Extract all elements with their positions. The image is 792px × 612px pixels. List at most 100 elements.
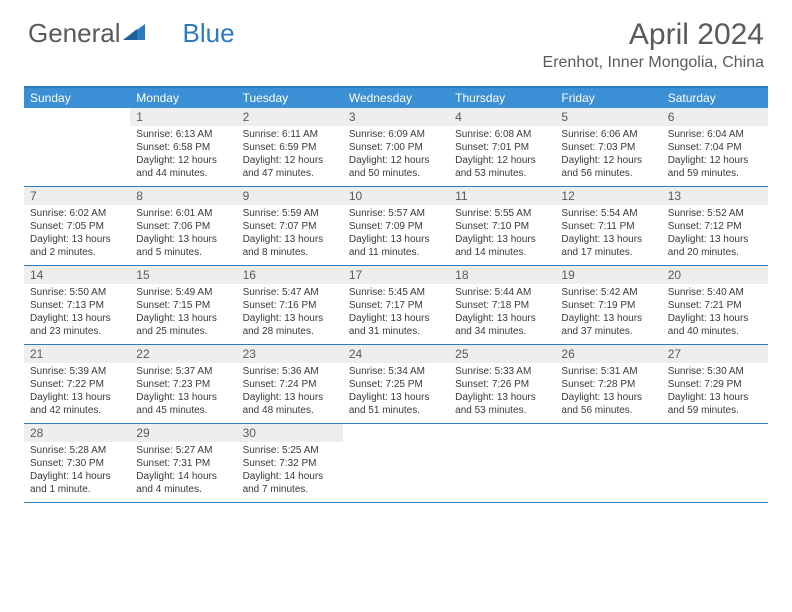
- day-number: 10: [343, 187, 449, 205]
- day-cell: 28Sunrise: 5:28 AMSunset: 7:30 PMDayligh…: [24, 424, 130, 502]
- day-info-line: Sunset: 6:58 PM: [136, 141, 230, 154]
- day-info-line: Sunset: 7:01 PM: [455, 141, 549, 154]
- day-info-line: Daylight: 13 hours and 14 minutes.: [455, 233, 549, 259]
- day-info-line: Sunrise: 5:47 AM: [243, 286, 337, 299]
- day-body: Sunrise: 6:01 AMSunset: 7:06 PMDaylight:…: [130, 205, 236, 263]
- day-info-line: Sunrise: 5:28 AM: [30, 444, 124, 457]
- day-cell: 3Sunrise: 6:09 AMSunset: 7:00 PMDaylight…: [343, 108, 449, 186]
- day-cell: [555, 424, 661, 502]
- day-info-line: Sunrise: 5:45 AM: [349, 286, 443, 299]
- day-number: [662, 424, 768, 442]
- day-number: 21: [24, 345, 130, 363]
- day-info-line: Sunset: 7:28 PM: [561, 378, 655, 391]
- day-info-line: Daylight: 13 hours and 20 minutes.: [668, 233, 762, 259]
- day-info-line: Daylight: 13 hours and 28 minutes.: [243, 312, 337, 338]
- day-info-line: Sunrise: 5:52 AM: [668, 207, 762, 220]
- day-cell: [662, 424, 768, 502]
- day-number: 2: [237, 108, 343, 126]
- weeks-container: 1Sunrise: 6:13 AMSunset: 6:58 PMDaylight…: [24, 108, 768, 503]
- day-number: 3: [343, 108, 449, 126]
- day-body: Sunrise: 5:27 AMSunset: 7:31 PMDaylight:…: [130, 442, 236, 500]
- day-info-line: Sunrise: 5:25 AM: [243, 444, 337, 457]
- day-cell: 5Sunrise: 6:06 AMSunset: 7:03 PMDaylight…: [555, 108, 661, 186]
- day-cell: 4Sunrise: 6:08 AMSunset: 7:01 PMDaylight…: [449, 108, 555, 186]
- day-info-line: Sunrise: 6:11 AM: [243, 128, 337, 141]
- day-info-line: Daylight: 13 hours and 56 minutes.: [561, 391, 655, 417]
- day-number: 7: [24, 187, 130, 205]
- weekday-sunday: Sunday: [24, 88, 130, 108]
- weekday-header-row: SundayMondayTuesdayWednesdayThursdayFrid…: [24, 88, 768, 108]
- day-body: Sunrise: 5:54 AMSunset: 7:11 PMDaylight:…: [555, 205, 661, 263]
- day-number: 8: [130, 187, 236, 205]
- day-info-line: Sunset: 7:00 PM: [349, 141, 443, 154]
- calendar: SundayMondayTuesdayWednesdayThursdayFrid…: [24, 86, 768, 503]
- logo: General Blue: [28, 18, 235, 49]
- day-info-line: Sunset: 7:23 PM: [136, 378, 230, 391]
- day-info-line: Daylight: 12 hours and 44 minutes.: [136, 154, 230, 180]
- day-cell: 12Sunrise: 5:54 AMSunset: 7:11 PMDayligh…: [555, 187, 661, 265]
- day-cell: 18Sunrise: 5:44 AMSunset: 7:18 PMDayligh…: [449, 266, 555, 344]
- day-cell: 22Sunrise: 5:37 AMSunset: 7:23 PMDayligh…: [130, 345, 236, 423]
- day-number: 23: [237, 345, 343, 363]
- day-body: Sunrise: 6:04 AMSunset: 7:04 PMDaylight:…: [662, 126, 768, 184]
- weekday-saturday: Saturday: [662, 88, 768, 108]
- week-row: 7Sunrise: 6:02 AMSunset: 7:05 PMDaylight…: [24, 187, 768, 266]
- day-info-line: Sunrise: 5:36 AM: [243, 365, 337, 378]
- day-body: Sunrise: 5:30 AMSunset: 7:29 PMDaylight:…: [662, 363, 768, 421]
- day-number: 1: [130, 108, 236, 126]
- day-body: [555, 442, 661, 448]
- day-info-line: Daylight: 12 hours and 47 minutes.: [243, 154, 337, 180]
- day-cell: 23Sunrise: 5:36 AMSunset: 7:24 PMDayligh…: [237, 345, 343, 423]
- day-number: 11: [449, 187, 555, 205]
- day-number: 26: [555, 345, 661, 363]
- day-info-line: Daylight: 13 hours and 37 minutes.: [561, 312, 655, 338]
- day-info-line: Sunrise: 5:55 AM: [455, 207, 549, 220]
- day-cell: [24, 108, 130, 186]
- weekday-thursday: Thursday: [449, 88, 555, 108]
- day-number: 18: [449, 266, 555, 284]
- day-body: Sunrise: 5:42 AMSunset: 7:19 PMDaylight:…: [555, 284, 661, 342]
- day-body: Sunrise: 6:06 AMSunset: 7:03 PMDaylight:…: [555, 126, 661, 184]
- day-info-line: Sunset: 7:12 PM: [668, 220, 762, 233]
- day-cell: 20Sunrise: 5:40 AMSunset: 7:21 PMDayligh…: [662, 266, 768, 344]
- title-block: April 2024 Erenhot, Inner Mongolia, Chin…: [543, 18, 764, 72]
- day-info-line: Sunrise: 5:33 AM: [455, 365, 549, 378]
- day-body: Sunrise: 5:55 AMSunset: 7:10 PMDaylight:…: [449, 205, 555, 263]
- location: Erenhot, Inner Mongolia, China: [543, 54, 764, 72]
- day-info-line: Sunrise: 5:42 AM: [561, 286, 655, 299]
- logo-text-blue: Blue: [183, 18, 235, 49]
- day-info-line: Daylight: 13 hours and 5 minutes.: [136, 233, 230, 259]
- day-number: 25: [449, 345, 555, 363]
- day-info-line: Sunrise: 5:31 AM: [561, 365, 655, 378]
- day-info-line: Sunset: 7:18 PM: [455, 299, 549, 312]
- week-row: 14Sunrise: 5:50 AMSunset: 7:13 PMDayligh…: [24, 266, 768, 345]
- day-info-line: Sunset: 7:29 PM: [668, 378, 762, 391]
- day-cell: 8Sunrise: 6:01 AMSunset: 7:06 PMDaylight…: [130, 187, 236, 265]
- day-info-line: Sunset: 7:32 PM: [243, 457, 337, 470]
- day-body: Sunrise: 5:44 AMSunset: 7:18 PMDaylight:…: [449, 284, 555, 342]
- day-info-line: Daylight: 12 hours and 56 minutes.: [561, 154, 655, 180]
- day-info-line: Daylight: 13 hours and 40 minutes.: [668, 312, 762, 338]
- day-info-line: Sunset: 7:21 PM: [668, 299, 762, 312]
- day-info-line: Daylight: 12 hours and 59 minutes.: [668, 154, 762, 180]
- day-info-line: Sunrise: 6:01 AM: [136, 207, 230, 220]
- day-cell: 24Sunrise: 5:34 AMSunset: 7:25 PMDayligh…: [343, 345, 449, 423]
- day-body: [24, 126, 130, 132]
- day-cell: 1Sunrise: 6:13 AMSunset: 6:58 PMDaylight…: [130, 108, 236, 186]
- day-body: Sunrise: 6:13 AMSunset: 6:58 PMDaylight:…: [130, 126, 236, 184]
- day-cell: 13Sunrise: 5:52 AMSunset: 7:12 PMDayligh…: [662, 187, 768, 265]
- day-body: Sunrise: 5:47 AMSunset: 7:16 PMDaylight:…: [237, 284, 343, 342]
- day-number: 15: [130, 266, 236, 284]
- day-info-line: Daylight: 13 hours and 2 minutes.: [30, 233, 124, 259]
- day-info-line: Daylight: 12 hours and 50 minutes.: [349, 154, 443, 180]
- day-number: [343, 424, 449, 442]
- day-number: 5: [555, 108, 661, 126]
- day-info-line: Sunrise: 5:37 AM: [136, 365, 230, 378]
- day-info-line: Daylight: 13 hours and 51 minutes.: [349, 391, 443, 417]
- day-body: Sunrise: 5:28 AMSunset: 7:30 PMDaylight:…: [24, 442, 130, 500]
- day-info-line: Sunset: 7:05 PM: [30, 220, 124, 233]
- day-info-line: Sunrise: 5:49 AM: [136, 286, 230, 299]
- day-body: Sunrise: 6:08 AMSunset: 7:01 PMDaylight:…: [449, 126, 555, 184]
- day-body: [662, 442, 768, 448]
- day-body: Sunrise: 5:50 AMSunset: 7:13 PMDaylight:…: [24, 284, 130, 342]
